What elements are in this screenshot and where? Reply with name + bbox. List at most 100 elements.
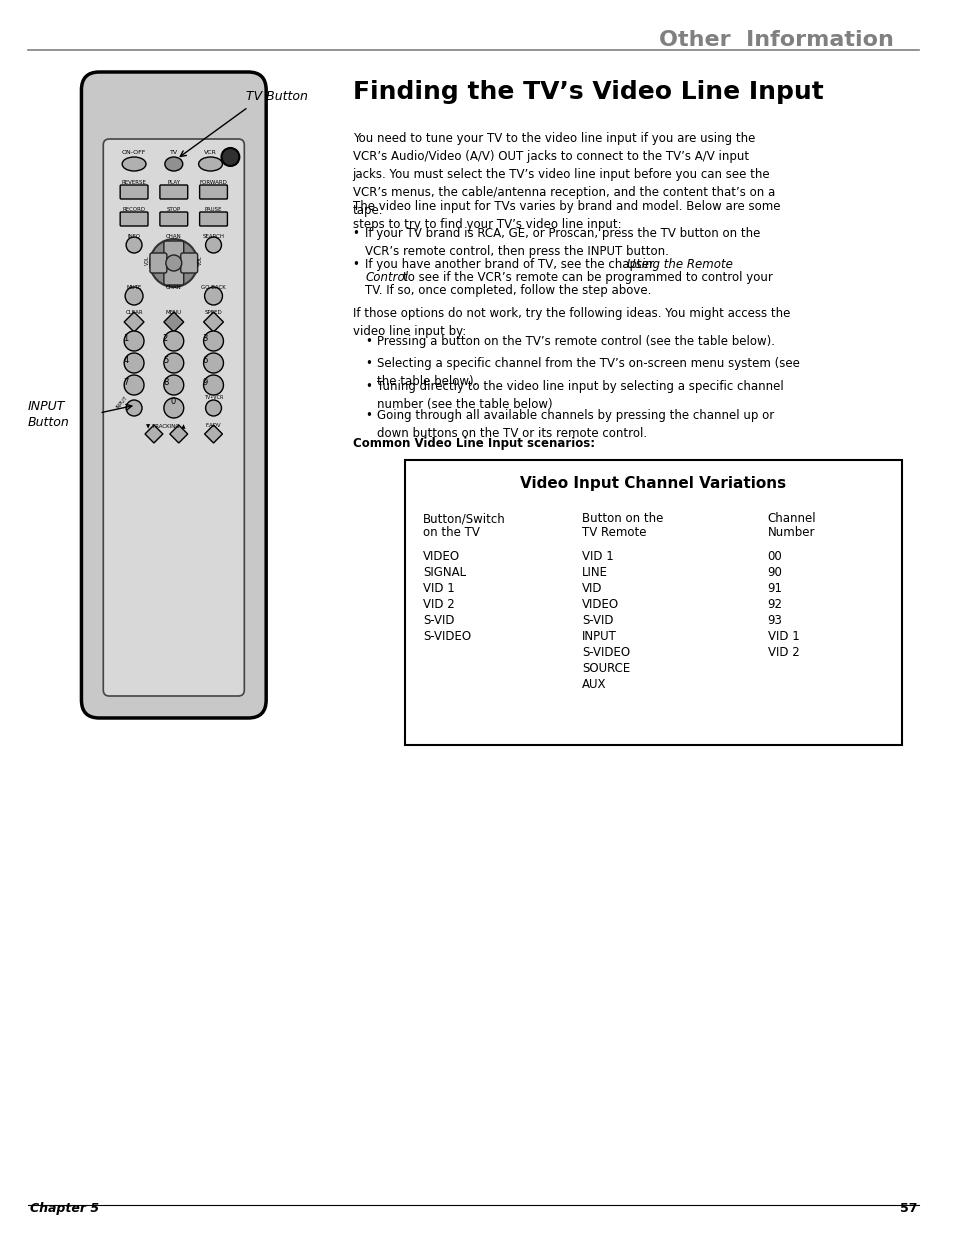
FancyBboxPatch shape [150,253,167,273]
Text: If your TV brand is RCA, GE, or Proscan, press the TV button on the
VCR’s remote: If your TV brand is RCA, GE, or Proscan,… [365,227,760,258]
Circle shape [124,375,144,395]
Text: 90: 90 [767,566,781,579]
Text: •: • [365,335,372,348]
Circle shape [204,287,222,305]
Ellipse shape [198,157,222,170]
Text: 93: 93 [767,614,781,627]
Text: INFO: INFO [128,233,140,240]
Text: TV Remote: TV Remote [581,526,646,538]
Circle shape [203,331,223,351]
Circle shape [164,353,184,373]
FancyBboxPatch shape [199,212,227,226]
Text: SOURCE: SOURCE [581,662,630,676]
Text: TV Button: TV Button [246,90,308,104]
Text: INPUT: INPUT [581,630,617,643]
Text: TV. If so, once completed, follow the step above.: TV. If so, once completed, follow the st… [365,284,651,296]
Text: VIDEO: VIDEO [422,550,459,563]
Text: 3: 3 [202,333,208,343]
Text: •: • [353,258,359,270]
Text: 57: 57 [900,1202,917,1215]
FancyBboxPatch shape [160,212,188,226]
Circle shape [164,375,184,395]
Circle shape [125,287,143,305]
Text: ▼ TRACKING ▲: ▼ TRACKING ▲ [146,424,186,429]
Text: Control: Control [365,270,408,284]
Text: Chapter 5: Chapter 5 [30,1202,99,1215]
Text: 8: 8 [163,378,168,387]
Text: 4: 4 [123,356,129,366]
Text: VCR: VCR [204,149,216,156]
Text: INPUT
Button: INPUT Button [28,400,70,430]
Text: VID 1: VID 1 [422,582,455,595]
Text: 7: 7 [123,378,129,387]
FancyBboxPatch shape [103,140,244,697]
Text: F.ADV: F.ADV [206,424,221,429]
Text: If you have another brand of TV, see the chapter: If you have another brand of TV, see the… [365,258,658,270]
Text: on the TV: on the TV [422,526,479,538]
Text: Going through all available channels by pressing the channel up or
down buttons : Going through all available channels by … [377,409,774,440]
Text: Button/Switch: Button/Switch [422,513,505,525]
Text: 5: 5 [163,356,168,366]
Text: 9: 9 [202,378,208,387]
Ellipse shape [165,157,183,170]
Text: PLAY: PLAY [167,180,180,185]
Text: VID: VID [581,582,602,595]
Text: •: • [365,357,372,370]
FancyBboxPatch shape [405,459,901,745]
FancyBboxPatch shape [120,212,148,226]
Text: AUX: AUX [581,678,606,692]
Text: Selecting a specific channel from the TV’s on-screen menu system (see
the table : Selecting a specific channel from the TV… [377,357,800,388]
Text: VOL: VOL [144,256,150,264]
Circle shape [126,237,142,253]
Circle shape [203,375,223,395]
FancyBboxPatch shape [199,185,227,199]
Text: •: • [365,409,372,422]
Text: TV•VCR: TV•VCR [204,395,223,400]
Text: Video Input Channel Variations: Video Input Channel Variations [520,475,785,492]
Text: Other  Information: Other Information [659,30,893,49]
Text: 92: 92 [767,598,781,611]
Text: Pressing a button on the TV’s remote control (see the table below).: Pressing a button on the TV’s remote con… [377,335,775,348]
FancyBboxPatch shape [120,185,148,199]
Circle shape [166,254,182,270]
Ellipse shape [122,157,146,170]
Text: S-VID: S-VID [422,614,455,627]
Text: •: • [365,380,372,393]
Text: 6: 6 [202,356,208,366]
Text: 2: 2 [163,333,168,343]
Text: ON-OFF: ON-OFF [122,149,146,156]
Circle shape [124,353,144,373]
Text: Common Video Line Input scenarios:: Common Video Line Input scenarios: [353,437,594,450]
Text: 91: 91 [767,582,781,595]
Text: LINE: LINE [581,566,607,579]
Text: •: • [353,227,359,240]
Circle shape [164,398,184,417]
Text: VIDEO: VIDEO [581,598,618,611]
Polygon shape [170,425,188,443]
FancyBboxPatch shape [164,268,184,285]
Text: VID 2: VID 2 [422,598,455,611]
Circle shape [205,237,221,253]
Text: VID 1: VID 1 [581,550,613,563]
Polygon shape [204,425,222,443]
Polygon shape [203,312,223,332]
Text: RECORD: RECORD [122,207,146,212]
Text: STOP: STOP [167,207,181,212]
Text: MENU: MENU [166,310,182,315]
Text: Finding the TV’s Video Line Input: Finding the TV’s Video Line Input [353,80,822,104]
Text: TV: TV [170,149,177,156]
Text: SIGNAL: SIGNAL [422,566,466,579]
Circle shape [164,331,184,351]
Text: Channel: Channel [767,513,816,525]
FancyBboxPatch shape [81,72,266,718]
Text: 0: 0 [171,396,176,406]
Polygon shape [145,425,163,443]
FancyBboxPatch shape [180,253,197,273]
Text: S-VID: S-VID [581,614,613,627]
Text: You need to tune your TV to the video line input if you are using the
VCR’s Audi: You need to tune your TV to the video li… [353,132,774,217]
Circle shape [205,400,221,416]
FancyBboxPatch shape [164,241,184,258]
Text: 1: 1 [123,333,129,343]
Text: The video line input for TVs varies by brand and model. Below are some
steps to : The video line input for TVs varies by b… [353,200,780,231]
FancyBboxPatch shape [160,185,188,199]
